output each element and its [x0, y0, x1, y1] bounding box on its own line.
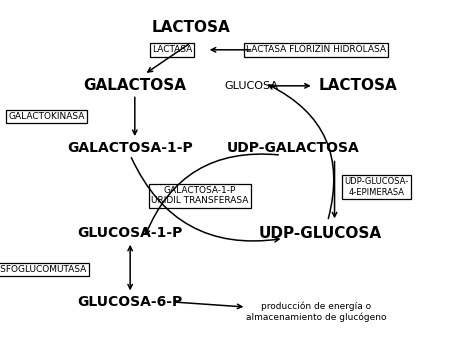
- Text: LACTASA: LACTASA: [152, 45, 192, 54]
- Text: LACTASA FLORIZIN HIDROLASA: LACTASA FLORIZIN HIDROLASA: [246, 45, 386, 54]
- Text: LACTOSA: LACTOSA: [151, 20, 230, 35]
- Text: GALACTOSA-1-P
URIDIL TRANSFERASA: GALACTOSA-1-P URIDIL TRANSFERASA: [151, 186, 248, 205]
- Text: GLUCOSA-1-P: GLUCOSA-1-P: [77, 226, 183, 240]
- Text: GALACTOKINASA: GALACTOKINASA: [9, 112, 85, 121]
- Text: GALACTOSA: GALACTOSA: [83, 78, 186, 93]
- Text: GLUCOSA: GLUCOSA: [224, 81, 278, 91]
- Text: GLUCOSA-6-P: GLUCOSA-6-P: [78, 295, 183, 309]
- Text: LACTOSA: LACTOSA: [319, 78, 397, 93]
- Text: producción de energía o
almacenamiento de glucógeno: producción de energía o almacenamiento d…: [246, 302, 386, 322]
- Text: UDP-GLUCOSA-
4-EPIMERASA: UDP-GLUCOSA- 4-EPIMERASA: [344, 177, 409, 197]
- Text: GALACTOSA-1-P: GALACTOSA-1-P: [67, 141, 193, 155]
- Text: UDP-GLUCOSA: UDP-GLUCOSA: [259, 226, 382, 241]
- Text: UDP-GALACTOSA: UDP-GALACTOSA: [227, 141, 359, 155]
- Text: FOSFOGLUCOMUTASA: FOSFOGLUCOMUTASA: [0, 265, 86, 274]
